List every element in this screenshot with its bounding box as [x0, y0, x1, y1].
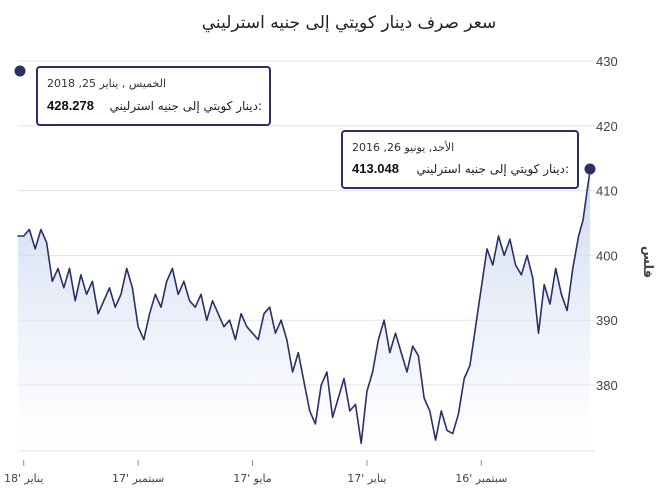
tooltip-box [36, 66, 271, 126]
tooltip-latest: الخميس , يناير 25, 2018 دينار كويتي إلى … [36, 66, 271, 126]
x-tick-label: مايو '17 [233, 472, 272, 485]
x-tick-label: سبتمبر '17 [112, 472, 164, 485]
y-tick-label: 420 [596, 119, 618, 134]
y-tick-label: 400 [596, 248, 618, 263]
chart-title: سعر صرف دينار كويتي إلى جنيه استرليني [202, 13, 496, 33]
x-tick-label: سبتمبر '16 [455, 472, 507, 485]
y-tick-label: 410 [596, 184, 618, 199]
tooltip-series-label: دينار كويتي إلى جنيه استرليني: [416, 162, 569, 177]
y-axis-label: فلس [640, 246, 655, 278]
x-tick-label: يناير '18 [4, 472, 43, 485]
x-tick-label: يناير '17 [347, 472, 386, 485]
tooltip-value: 413.048 [352, 161, 399, 176]
tooltip-date: الأحد, يونيو 26, 2016 [352, 140, 454, 154]
tooltip-date: الخميس , يناير 25, 2018 [47, 77, 166, 90]
area-fill [18, 171, 590, 462]
y-tick-label: 380 [596, 378, 618, 393]
y-axis: 380 390 400 410 420 430 [596, 54, 618, 393]
series-line [17, 170, 591, 445]
area-path [18, 171, 590, 462]
y-tick-label: 390 [596, 313, 618, 328]
series-path [17, 170, 591, 445]
y-tick-label: 430 [596, 54, 618, 69]
tooltip-earliest: الأحد, يونيو 26, 2016 دينار كويتي إلى جن… [341, 130, 579, 189]
marker-earliest [584, 163, 596, 175]
marker-latest [14, 65, 26, 77]
tooltip-value: 428.278 [47, 98, 94, 113]
tooltip-box [341, 130, 579, 189]
x-axis: سبتمبر '16 يناير '17 مايو '17 سبتمبر '17 ينا… [4, 460, 507, 485]
tooltip-series-label: دينار كويتي إلى جنيه استرليني: [109, 99, 262, 114]
